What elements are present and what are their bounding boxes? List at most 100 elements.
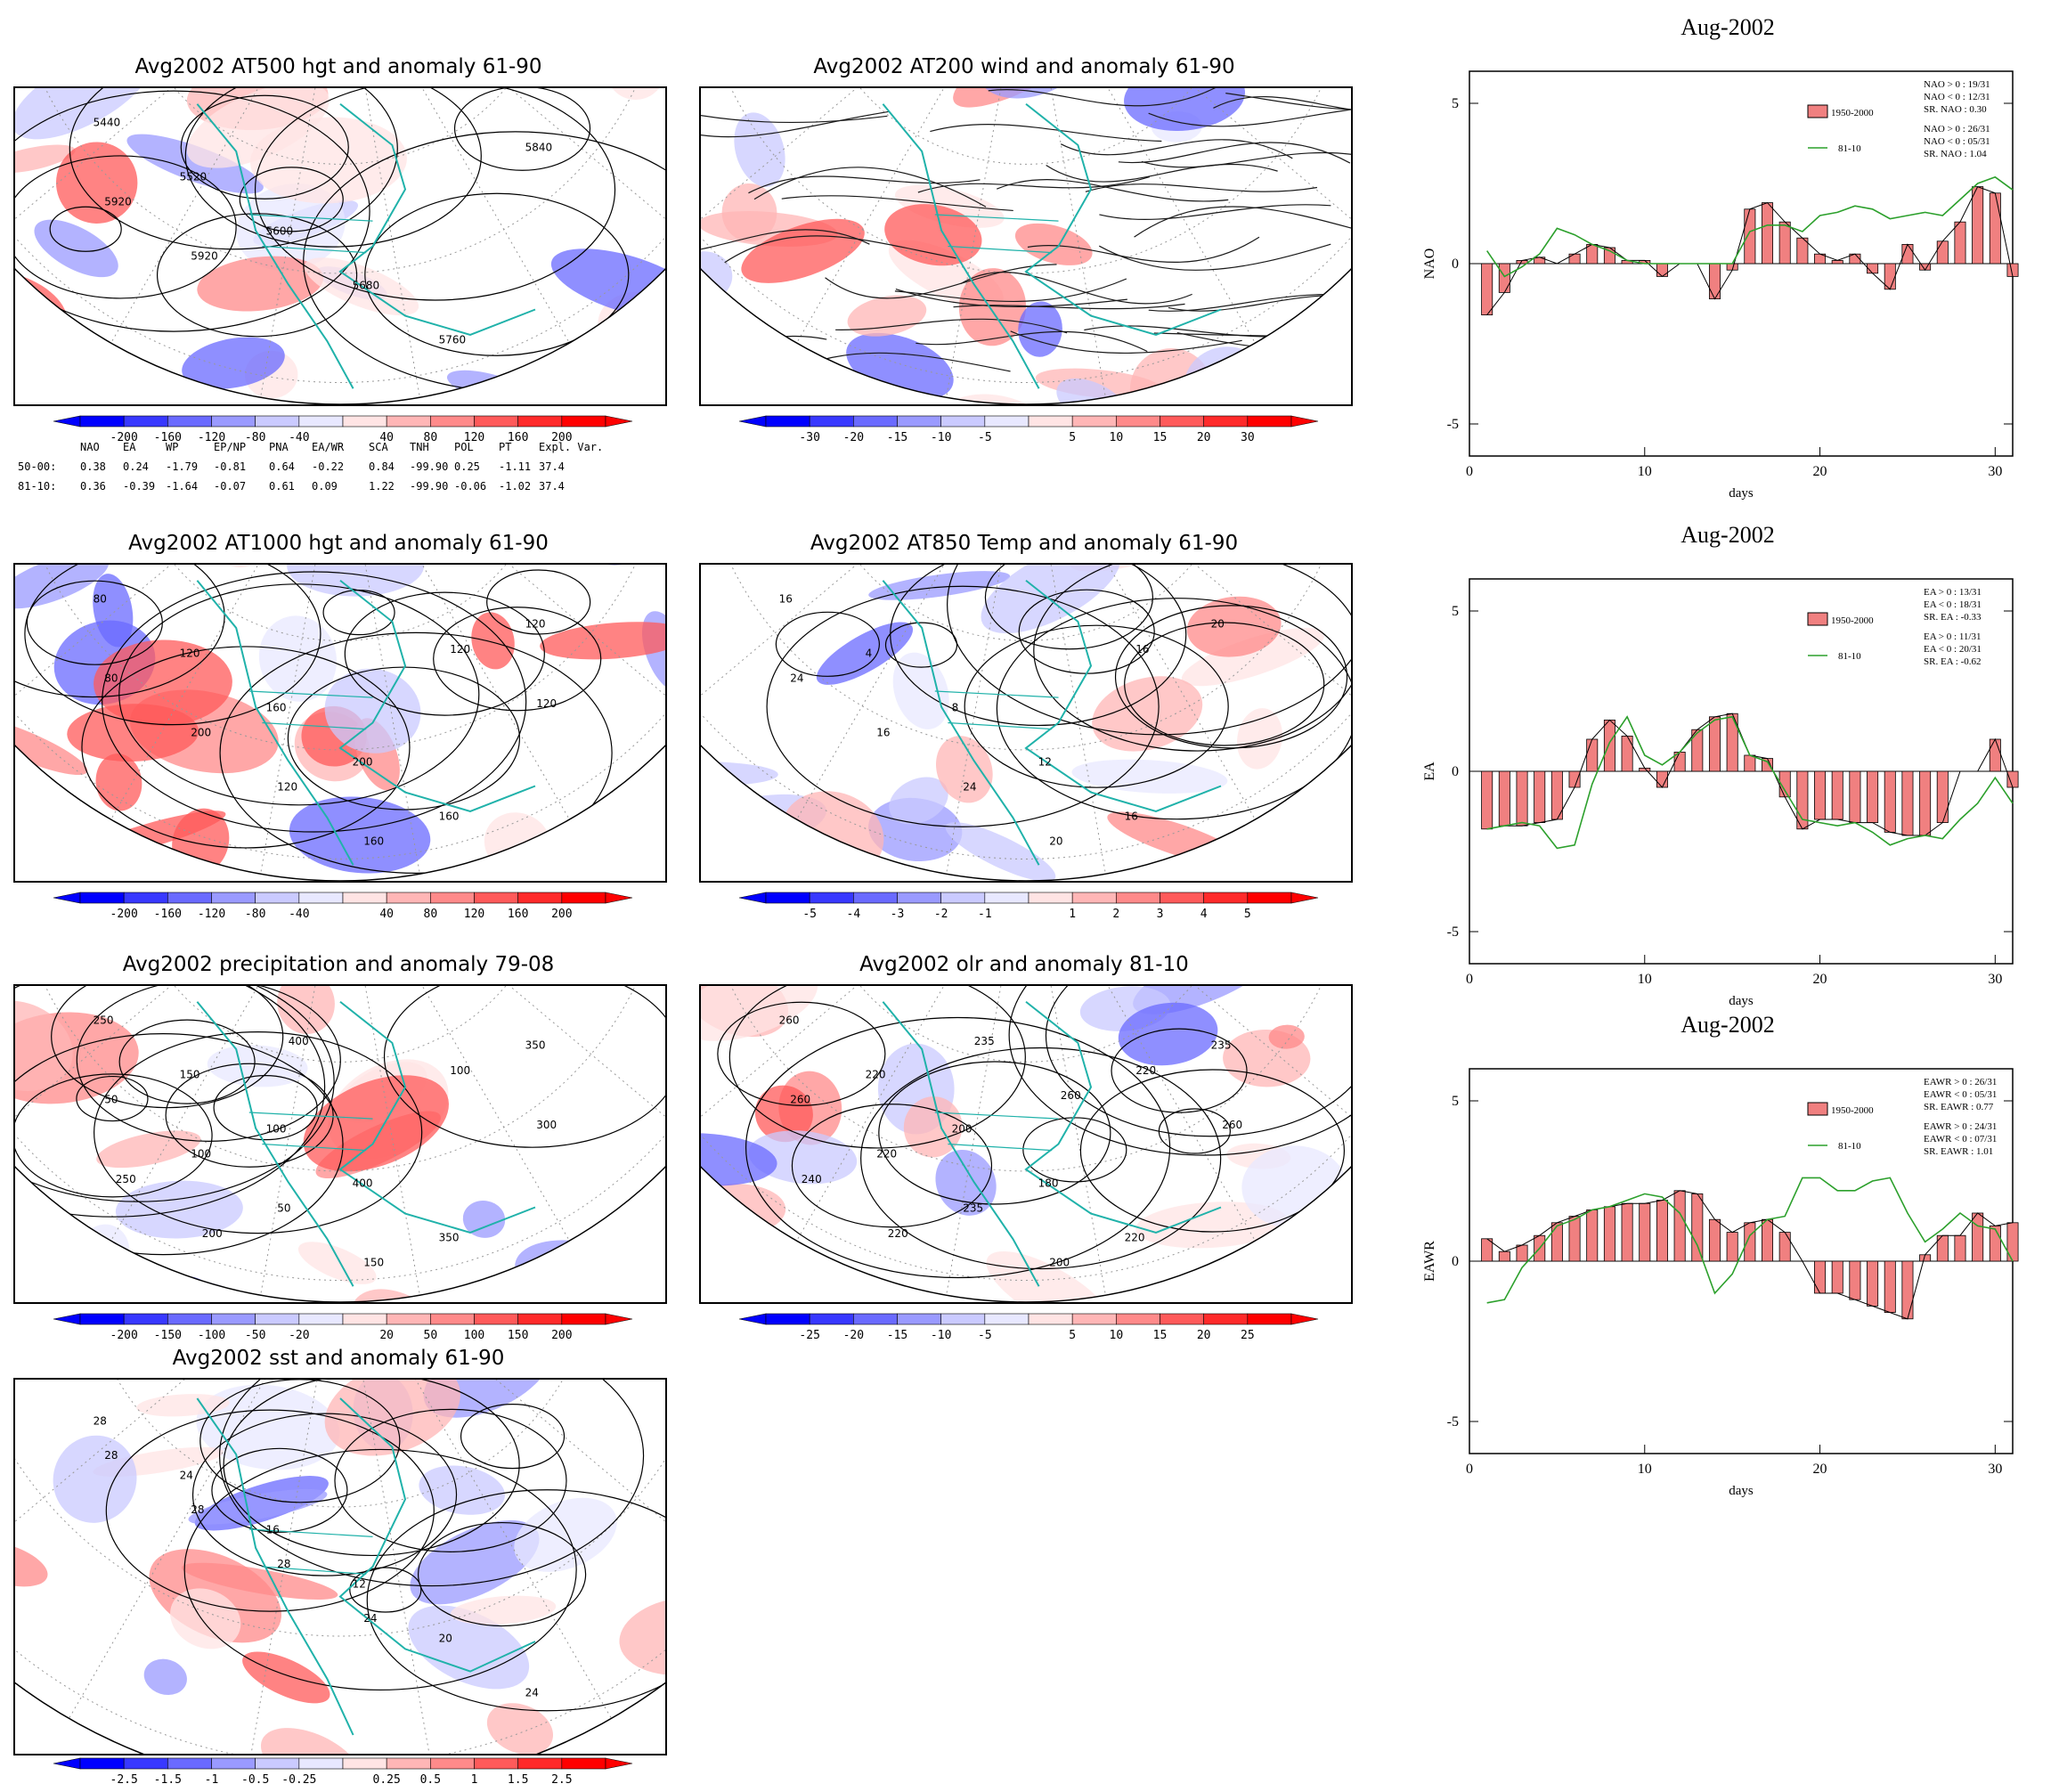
streamline <box>1168 295 1351 312</box>
anomaly-shade <box>1186 596 1282 657</box>
bar <box>1550 1222 1563 1262</box>
contour-label: 8 <box>952 702 959 714</box>
colorbar-label: 150 <box>508 1329 528 1342</box>
contour-line <box>219 631 613 874</box>
bar <box>1989 738 2001 772</box>
streamline <box>1085 183 1318 192</box>
tele-cell: 0.24 <box>123 460 149 473</box>
colorbar-label: -1 <box>978 908 992 921</box>
colorbar-label: 20 <box>1197 431 1211 444</box>
colorbar-label: -20 <box>289 1329 309 1342</box>
bar <box>1586 1209 1599 1262</box>
anomaly-shade <box>188 1488 328 1525</box>
chart-title: Aug-2002 <box>1681 14 1775 40</box>
anomaly-shade <box>53 1435 137 1523</box>
anomaly-shade <box>892 652 949 729</box>
map-plot: 260 220 200 180 220 235 260 220 235 200 220 260 240 2… <box>699 984 1353 1304</box>
colorbar-label: -5 <box>978 1329 992 1342</box>
contour-line <box>1022 1117 1127 1183</box>
anomaly-shade <box>903 1096 963 1158</box>
colorbar-cell <box>386 1313 431 1325</box>
contour-line <box>349 1567 422 1613</box>
bar <box>1831 770 1843 820</box>
colorbar-arrow-right <box>1290 1313 1319 1325</box>
anomaly-shade <box>484 812 551 875</box>
anomaly-shade <box>250 117 407 204</box>
anomaly-shade <box>889 777 948 825</box>
colorbar-label: -120 <box>198 431 225 444</box>
contour-line <box>239 167 344 232</box>
anomaly-shade <box>236 183 346 272</box>
contour-label: 16 <box>779 593 793 606</box>
tele-header: EA <box>123 441 136 453</box>
anomaly-shade <box>98 565 191 571</box>
colorbar-cell <box>853 415 898 428</box>
y-tick-label: -5 <box>1447 1414 1459 1430</box>
colorbar-label: 1 <box>1069 908 1076 921</box>
anomaly-shade <box>258 615 337 702</box>
map-panel-precip: Avg2002 precipitation and anomaly 79-08 … <box>0 951 677 1343</box>
y-tick-label: 0 <box>1452 257 1459 272</box>
colorbar-cell <box>940 415 986 428</box>
colorbar-cell <box>167 415 212 428</box>
colorbar-svg: -200 -160 -120 -80 -40 40 80 120 160 200 <box>53 892 633 921</box>
map-title: Avg2002 AT850 Temp and anomaly 61-90 <box>810 532 1239 555</box>
bar <box>1481 770 1493 830</box>
contour-label: 250 <box>94 1014 114 1027</box>
colorbar-label: -4 <box>847 908 861 921</box>
contour-line <box>344 591 545 716</box>
y-tick-label: -5 <box>1447 925 1459 940</box>
tele-cell: -1.02 <box>499 480 532 493</box>
colorbar-arrow-left <box>738 1313 767 1325</box>
colorbar-cell <box>561 1313 606 1325</box>
colorbar-label: 25 <box>1241 1329 1255 1342</box>
contour-line <box>334 1408 567 1552</box>
contour-label: 28 <box>104 1449 118 1462</box>
bar <box>1936 770 1949 823</box>
bar <box>1867 1260 1879 1307</box>
contour-line <box>24 565 321 726</box>
tele-cell: -0.81 <box>214 460 247 473</box>
colorbar-cell <box>342 1313 387 1325</box>
colorbar: -200 -160 -120 -80 -40 40 80 120 160 200 <box>53 414 633 450</box>
series-line <box>1486 715 2014 850</box>
contour-line <box>878 1061 1111 1205</box>
map-svg: 260 220 200 180 220 235 260 220 235 200 220 260 240 2… <box>701 986 1351 1302</box>
tele-cell: -99.90 <box>410 480 449 493</box>
colorbar-label: -100 <box>198 1329 225 1342</box>
colorbar-cell <box>298 892 344 904</box>
bar <box>1708 263 1721 299</box>
colorbar-label: 15 <box>1153 431 1168 444</box>
latitude-line <box>15 88 665 274</box>
contour-line <box>984 565 1154 650</box>
colorbar-cell <box>1071 1313 1117 1325</box>
colorbar-cell <box>430 1757 475 1770</box>
series-line <box>1486 175 2014 278</box>
bar <box>1534 770 1546 823</box>
bar <box>1481 263 1493 315</box>
series-line <box>1486 1177 2014 1304</box>
colorbar-cell <box>765 892 810 904</box>
contour-label: 80 <box>104 672 118 685</box>
contour-label: 16 <box>1135 643 1149 656</box>
colorbar-label: -5 <box>978 431 992 444</box>
legend-stat: EA > 0 : 13/31 <box>1924 587 1982 598</box>
anomaly-shade <box>15 270 68 343</box>
anomaly-shade <box>748 1130 858 1185</box>
bar <box>1498 1250 1510 1262</box>
colorbar-cell <box>79 1757 125 1770</box>
y-tick-label: 5 <box>1452 96 1459 111</box>
colorbar-arrow-right <box>605 892 633 904</box>
colorbar-label: 120 <box>464 908 484 921</box>
colorbar-cell <box>298 415 344 428</box>
x-tick-label: 10 <box>1638 972 1652 987</box>
contour-label: 80 <box>94 593 107 606</box>
contour-line <box>156 213 358 338</box>
anomaly-shade <box>606 88 665 100</box>
contour-label: 120 <box>180 648 200 660</box>
colorbar-cell <box>474 892 518 904</box>
colorbar-label: -25 <box>799 1329 819 1342</box>
colorbar-cell <box>897 415 941 428</box>
contour-line <box>433 607 602 712</box>
bar <box>1884 770 1896 833</box>
